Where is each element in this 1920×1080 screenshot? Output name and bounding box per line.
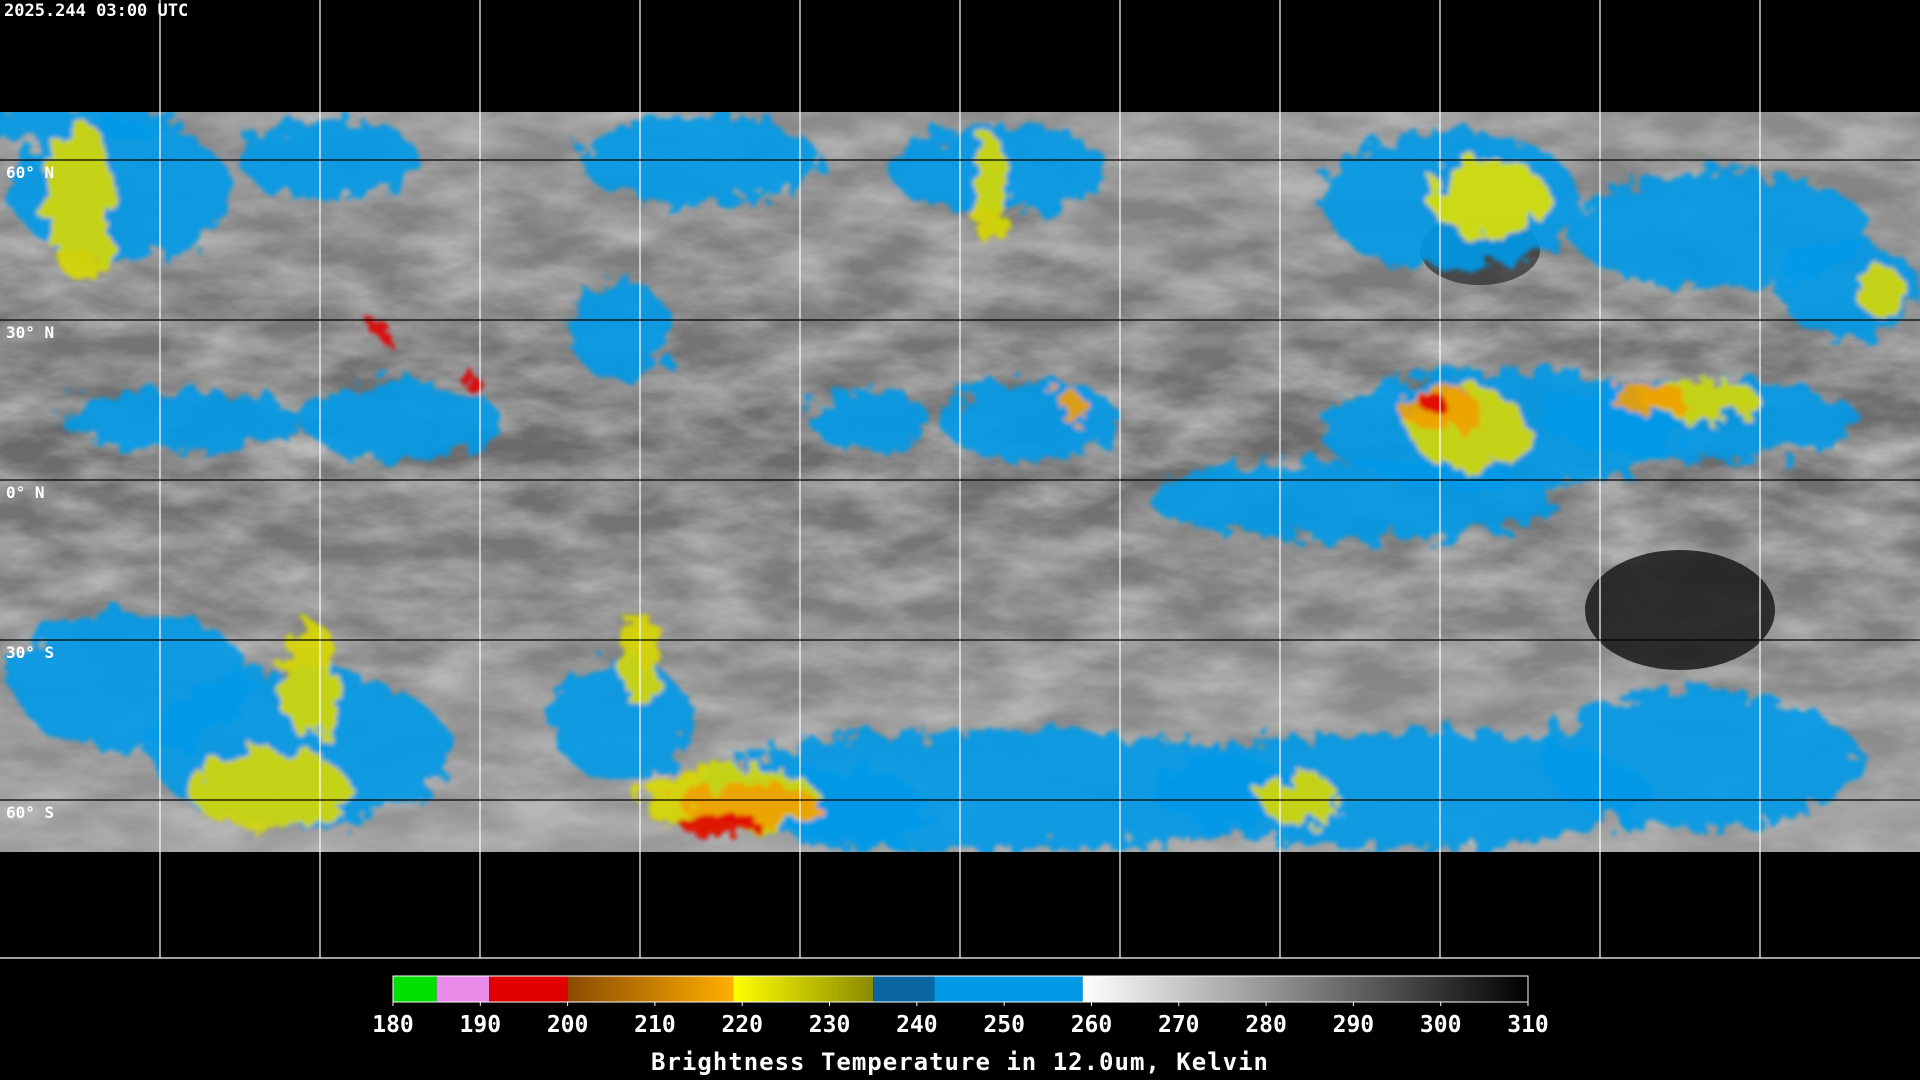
colorbar-tick-label: 260 [1071,1012,1113,1038]
colorbar-tick-label: 210 [634,1012,676,1038]
cloud-blob [1055,390,1085,420]
colorbar-tick-label: 250 [983,1012,1025,1038]
colorbar-tick-label: 310 [1507,1012,1549,1038]
lat-label: 60° S [6,803,54,822]
cloud-blob [45,120,115,280]
cloud-blob [550,660,690,780]
latitude-labels: 60° N 30° N 0° N 30° S 60° S [6,163,54,822]
cloud-blob [940,380,1120,460]
colorbar-tick-label: 300 [1420,1012,1462,1038]
timestamp: 2025.244 03:00 UTC [4,1,188,21]
cloud-tops [0,112,1920,850]
cloud-blob [460,372,480,388]
colorbar-tick-label: 240 [896,1012,938,1038]
cloud-blob [190,750,350,830]
cloud-blob [1540,690,1860,830]
colorbar-segment [934,976,1083,1002]
colorbar-tick-label: 180 [372,1012,414,1038]
colorbar-segment [873,976,935,1002]
cloud-blob [60,390,300,450]
colorbar-tick-label: 200 [547,1012,589,1038]
colorbar-tick-label: 220 [721,1012,763,1038]
lat-label: 30° S [6,643,54,662]
lat-label: 0° N [6,483,45,502]
colorbar-segment [436,976,490,1002]
cloud-blob [810,390,930,450]
cloud-blob [280,620,340,740]
colorbar-tick-label: 270 [1158,1012,1200,1038]
colorbar-tick-label: 290 [1333,1012,1375,1038]
cloud-blob [1855,265,1905,315]
cloud-blob [1780,240,1920,340]
colorbar-label: Brightness Temperature in 12.0um, Kelvin [651,1048,1269,1076]
colorbar-segment [733,976,874,1002]
cloud-blob [10,120,230,260]
cloud-blob [1610,385,1690,415]
cloud-blob [680,813,760,837]
colorbar-tick-label: 230 [809,1012,851,1038]
cloud-blob [370,322,390,338]
cloud-blob [1150,460,1550,540]
colorbar-frame [392,975,1529,1003]
colorbar-segment [1082,976,1528,1002]
colorbar-tick-label: 190 [460,1012,502,1038]
cloud-blob [1430,160,1550,240]
colorbar-segment [567,976,734,1002]
cloud-blob [1415,392,1445,408]
cloud-blob [570,280,670,380]
cloud-blob [970,135,1010,245]
lat-label: 60° N [6,163,54,182]
colorbar-segment [393,976,437,1002]
colorbar: 180 190 200 210 220 230 240 250 260 270 280 290 300 3… [372,975,1549,1038]
dry-continent [1585,550,1775,670]
lat-label: 30° N [6,323,54,342]
colorbar-tick-label: 280 [1245,1012,1287,1038]
graticule [0,0,1920,959]
cloud-blob [1150,730,1650,850]
cloud-blob [300,380,500,460]
colorbar-segment [489,976,568,1002]
